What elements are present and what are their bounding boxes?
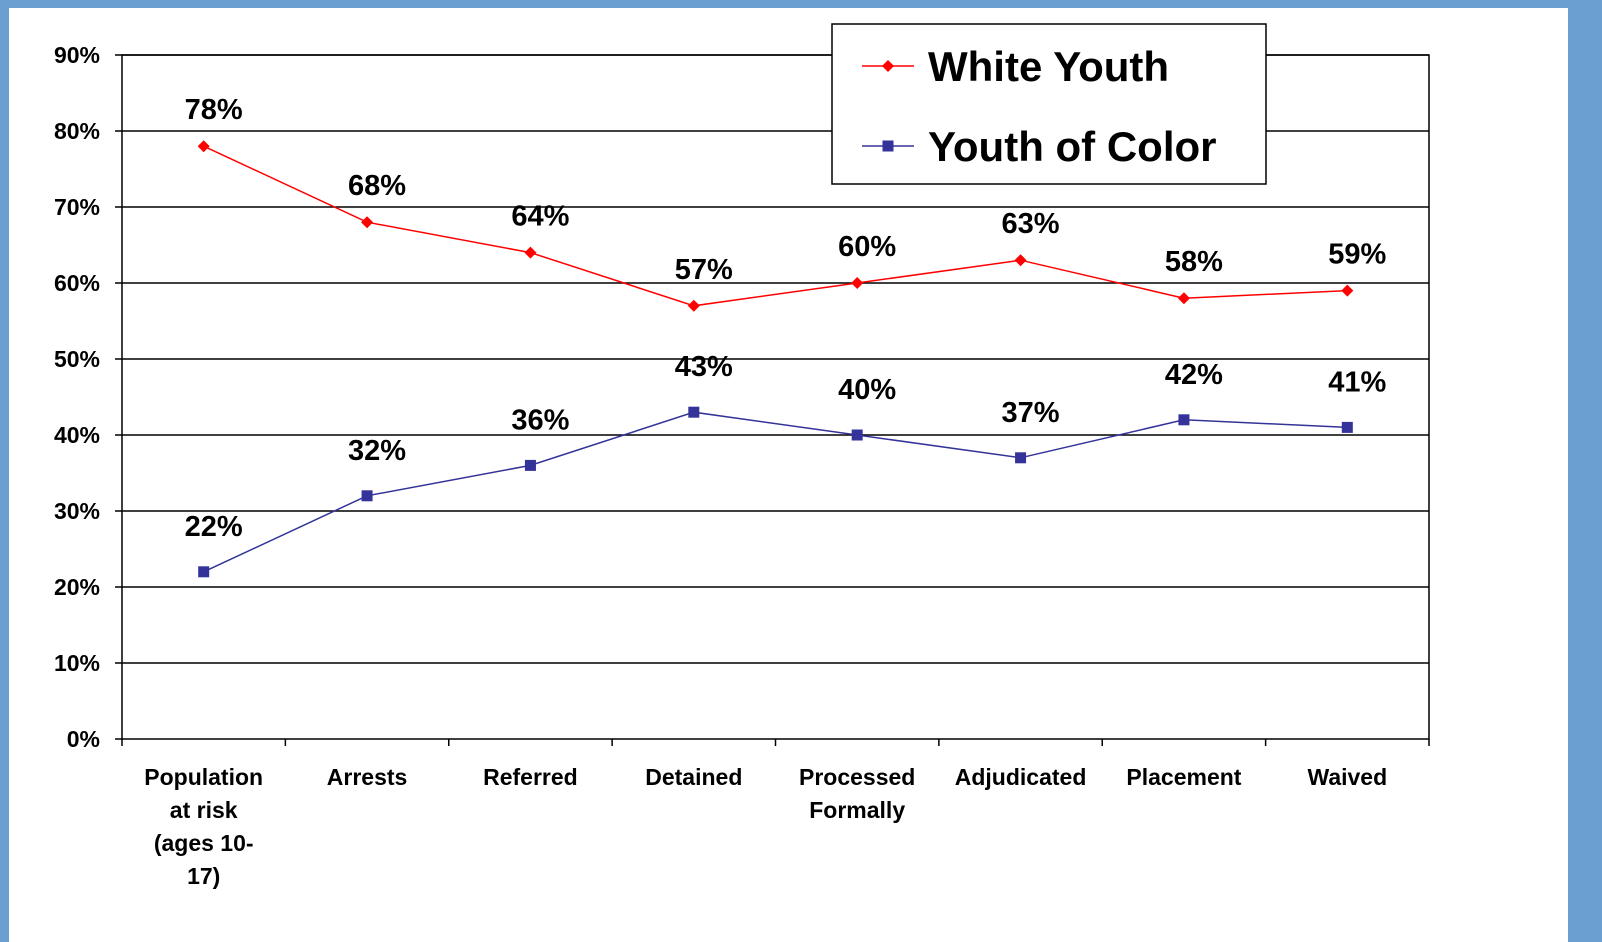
x-tick-label-line: Placement xyxy=(1126,764,1241,790)
y-axis: 0% 10% 20% 30% 40% 50% 60% 70% 80% 90% xyxy=(54,42,122,752)
y-tick-label: 40% xyxy=(54,422,100,448)
data-label: 36% xyxy=(511,404,569,436)
series-group: 78% 68% 64% 57% 60% 63% 58% 59% 22% 32% 36% 43% 40% 3… xyxy=(185,94,1387,578)
x-tick-label: Placement xyxy=(1126,764,1241,790)
y-tick-label: 0% xyxy=(67,726,100,752)
x-tick-label-line: (ages 10- xyxy=(154,830,254,856)
x-tick-label-line: Arrests xyxy=(327,764,408,790)
legend-marker xyxy=(882,140,894,152)
x-tick-label: Population at risk (ages 10- 17) xyxy=(144,764,263,889)
y-tick-label: 60% xyxy=(54,270,100,296)
y-tick-label: 80% xyxy=(54,118,100,144)
data-label: 64% xyxy=(511,201,569,233)
data-point xyxy=(687,299,700,312)
data-point xyxy=(1014,254,1027,267)
data-point xyxy=(1015,452,1027,464)
x-tick-label-line: Population xyxy=(144,764,263,790)
data-label: 37% xyxy=(1002,397,1060,429)
data-point xyxy=(1178,414,1190,426)
data-label: 41% xyxy=(1328,366,1386,398)
data-point xyxy=(851,277,864,289)
x-tick-label-line: Adjudicated xyxy=(955,764,1087,790)
y-tick-label: 50% xyxy=(54,346,100,372)
x-tick-label-line: Processed xyxy=(799,764,915,790)
data-point xyxy=(1341,284,1354,297)
series-white-youth: 78% 68% 64% 57% 60% 63% 58% 59% xyxy=(185,94,1387,312)
x-tick-label-line: Waived xyxy=(1307,764,1387,790)
data-point xyxy=(198,566,210,578)
data-point xyxy=(688,406,700,418)
y-tick-label: 20% xyxy=(54,574,100,600)
legend-box xyxy=(831,23,1267,185)
frame-left-border xyxy=(0,0,9,942)
data-label: 57% xyxy=(675,254,733,286)
data-point xyxy=(851,429,863,441)
data-label: 60% xyxy=(838,231,896,263)
series-line xyxy=(203,411,1348,573)
data-label: 40% xyxy=(838,374,896,406)
legend-marker xyxy=(882,60,894,72)
x-axis: Population at risk (ages 10- 17) Arrests Refe… xyxy=(121,739,1430,889)
data-label: 68% xyxy=(348,170,406,202)
data-label: 42% xyxy=(1165,359,1223,391)
x-tick-label: Waived xyxy=(1307,764,1387,790)
data-label: 63% xyxy=(1002,208,1060,240)
series-youth-of-color: 22% 32% 36% 43% 40% 37% 42% 41% xyxy=(185,351,1387,578)
data-point xyxy=(361,490,373,502)
data-label: 22% xyxy=(185,511,243,543)
x-tick-label-line: Referred xyxy=(483,764,578,790)
data-label: 43% xyxy=(675,351,733,383)
x-tick-label-line: Formally xyxy=(809,797,905,823)
data-label: 32% xyxy=(348,435,406,467)
x-tick-label: Arrests xyxy=(327,764,408,790)
data-point xyxy=(361,216,374,229)
frame-right-border xyxy=(1568,0,1602,942)
frame-top-border xyxy=(0,0,1602,8)
y-tick-label: 10% xyxy=(54,650,100,676)
x-tick-label: Referred xyxy=(483,764,578,790)
legend-label: White Youth xyxy=(928,43,1169,90)
legend-label: Youth of Color xyxy=(928,123,1216,170)
data-point xyxy=(524,459,536,471)
y-tick-label: 70% xyxy=(54,194,100,220)
data-label: 78% xyxy=(185,94,243,126)
y-tick-label: 30% xyxy=(54,498,100,524)
data-point xyxy=(524,246,537,259)
series-line xyxy=(203,145,1348,307)
legend: White Youth Youth of Color xyxy=(831,23,1267,185)
x-tick-label-line: Detained xyxy=(645,764,742,790)
y-tick-label: 90% xyxy=(54,42,100,68)
x-tick-label: Adjudicated xyxy=(955,764,1087,790)
data-point xyxy=(1177,292,1190,305)
x-tick-label: Detained xyxy=(645,764,742,790)
data-point xyxy=(1341,421,1353,433)
data-point xyxy=(197,140,210,153)
x-tick-label: Processed Formally xyxy=(799,764,915,823)
data-label: 58% xyxy=(1165,246,1223,278)
x-tick-label-line: at risk xyxy=(170,797,238,823)
x-tick-label-line: 17) xyxy=(187,863,220,889)
data-label: 59% xyxy=(1328,239,1386,271)
line-chart: 0% 10% 20% 30% 40% 50% 60% 70% 80% 90% Population… xyxy=(54,23,1430,889)
